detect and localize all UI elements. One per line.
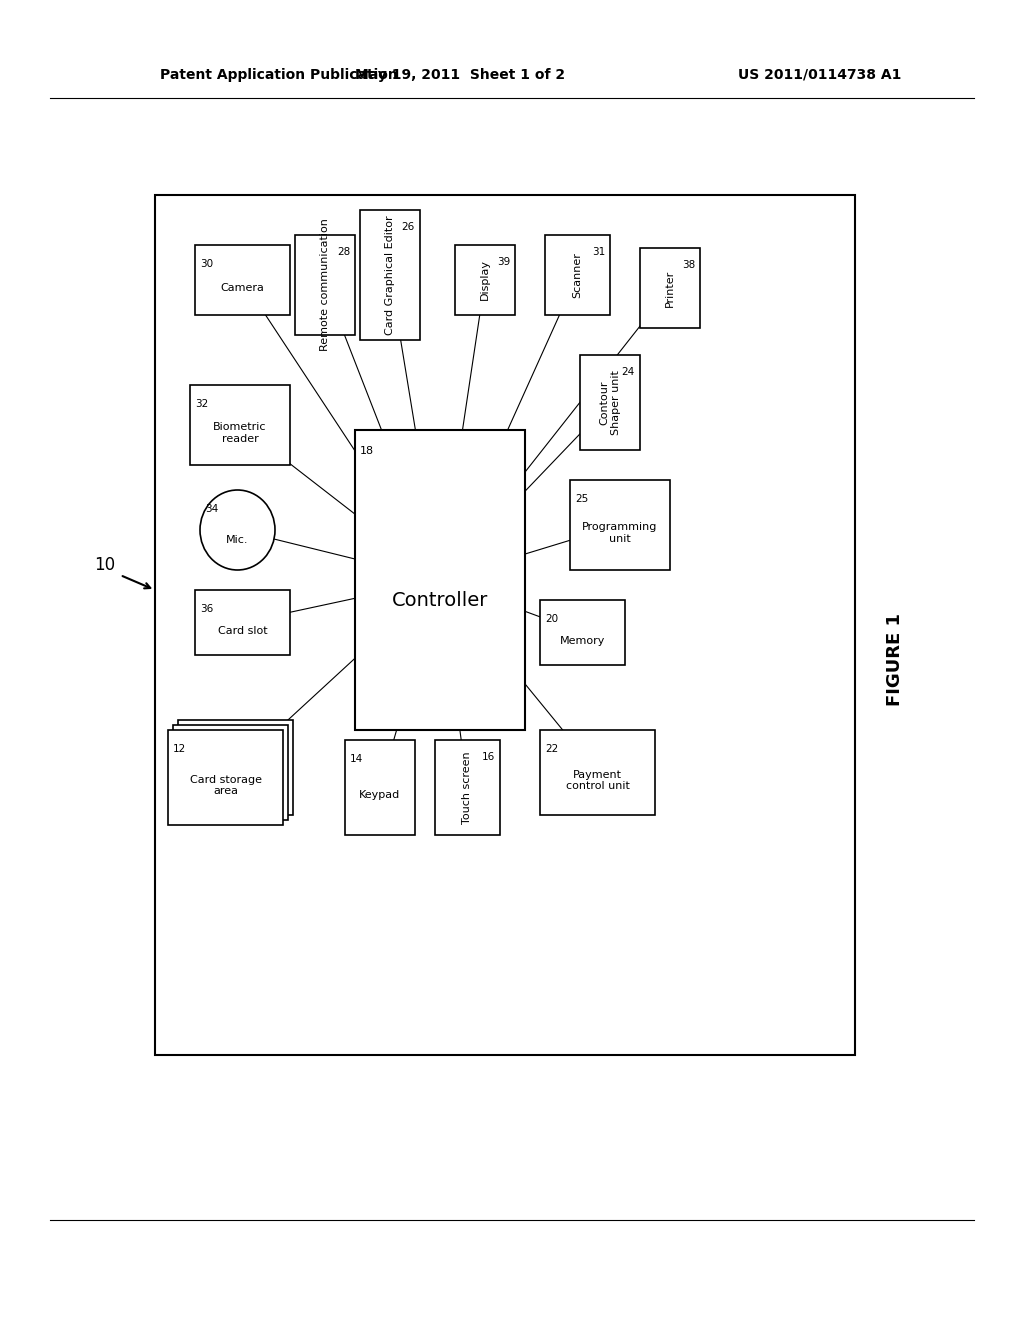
Bar xyxy=(355,430,525,730)
Text: 25: 25 xyxy=(575,494,588,504)
Bar xyxy=(168,730,283,825)
Text: Controller: Controller xyxy=(392,590,488,610)
Text: 12: 12 xyxy=(173,744,186,754)
Text: Card slot: Card slot xyxy=(218,626,267,635)
Bar xyxy=(435,741,500,836)
Text: 20: 20 xyxy=(545,614,558,624)
Bar xyxy=(360,210,420,341)
Text: 26: 26 xyxy=(401,222,415,232)
Text: Display: Display xyxy=(480,260,490,301)
Text: Printer: Printer xyxy=(665,269,675,306)
Bar xyxy=(295,235,355,335)
Text: Camera: Camera xyxy=(220,282,264,293)
Bar xyxy=(570,480,670,570)
Bar xyxy=(173,725,288,820)
Bar xyxy=(540,601,625,665)
Text: US 2011/0114738 A1: US 2011/0114738 A1 xyxy=(738,69,902,82)
Text: 31: 31 xyxy=(592,247,605,257)
Text: Card storage
area: Card storage area xyxy=(189,775,261,796)
Text: Programming
unit: Programming unit xyxy=(583,523,657,544)
Text: 10: 10 xyxy=(94,556,116,574)
Text: 39: 39 xyxy=(497,257,510,267)
Text: 18: 18 xyxy=(360,446,374,455)
Bar xyxy=(190,385,290,465)
Text: Keypad: Keypad xyxy=(359,791,400,800)
Bar xyxy=(178,719,293,814)
Bar xyxy=(455,246,515,315)
Bar xyxy=(545,235,610,315)
Text: Touch screen: Touch screen xyxy=(463,751,472,824)
Bar xyxy=(195,590,290,655)
Text: Remote communication: Remote communication xyxy=(319,219,330,351)
Ellipse shape xyxy=(200,490,275,570)
Text: Payment
control unit: Payment control unit xyxy=(565,770,630,791)
Text: Mic.: Mic. xyxy=(226,535,249,545)
Text: 22: 22 xyxy=(545,744,558,754)
Text: FIGURE 1: FIGURE 1 xyxy=(886,614,904,706)
Text: May 19, 2011  Sheet 1 of 2: May 19, 2011 Sheet 1 of 2 xyxy=(355,69,565,82)
Text: 34: 34 xyxy=(205,504,218,513)
Bar xyxy=(540,730,655,814)
Text: 38: 38 xyxy=(682,260,695,271)
Bar xyxy=(640,248,700,327)
Bar xyxy=(345,741,415,836)
Text: 32: 32 xyxy=(195,399,208,409)
Text: Memory: Memory xyxy=(560,635,605,645)
Text: Scanner: Scanner xyxy=(572,252,583,298)
Text: Biometric
reader: Biometric reader xyxy=(213,422,266,444)
Text: Patent Application Publication: Patent Application Publication xyxy=(160,69,397,82)
Bar xyxy=(155,195,855,1055)
Text: 28: 28 xyxy=(337,247,350,257)
Bar xyxy=(580,355,640,450)
Text: 16: 16 xyxy=(481,752,495,762)
Text: 36: 36 xyxy=(200,605,213,614)
Text: 14: 14 xyxy=(350,754,364,764)
Text: 30: 30 xyxy=(200,259,213,269)
Text: Card Graphical Editor: Card Graphical Editor xyxy=(385,215,395,335)
Text: 24: 24 xyxy=(622,367,635,378)
Bar xyxy=(195,246,290,315)
Text: Contour
Shaper unit: Contour Shaper unit xyxy=(599,370,621,434)
